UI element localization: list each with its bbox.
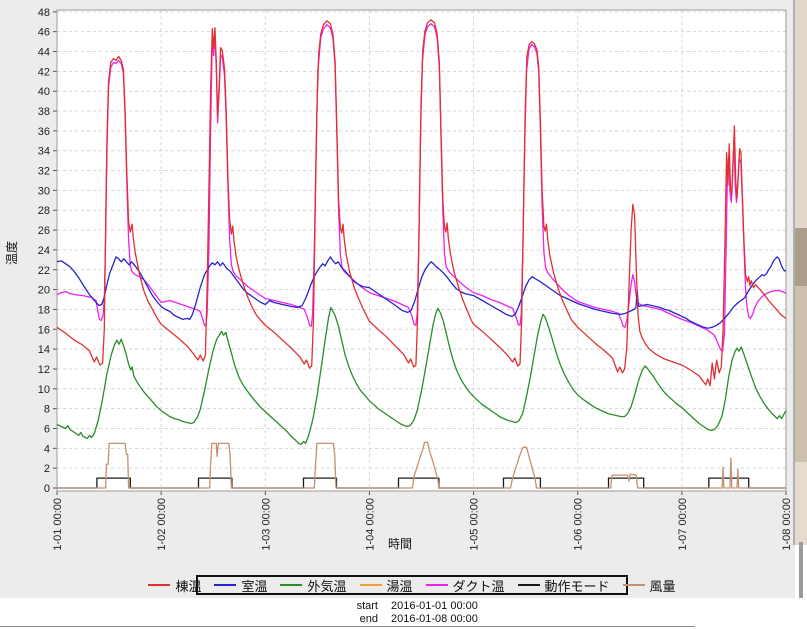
series-line-2 [56,256,786,329]
legend-line-swatch-icon [214,584,237,586]
y-tick-label: 12 [38,364,50,376]
end-value: 2016-01-08 00:00 [391,613,478,625]
y-tick-label: 38 [38,106,50,118]
legend-item: 室温 [214,576,267,595]
y-tick-label: 2 [44,463,50,475]
series-line-3 [56,19,787,387]
y-tick-label: 0 [44,483,50,495]
end-label: end [359,613,378,625]
x-tick-label: 1-05 00:00 [469,498,481,551]
legend-label: 風量 [649,578,676,594]
y-tick-label: 16 [38,324,50,336]
legend-label: 外気温 [307,578,347,594]
legend-label: 動作モード [544,578,610,594]
plot-border [56,9,787,492]
legend-item: 風量 [622,576,676,595]
start-row: start 2016-01-01 00:00 [330,600,630,612]
y-tick-label: 34 [38,146,50,158]
y-tick-label: 44 [38,47,50,59]
y-tick-label: 48 [38,7,50,19]
legend-line-swatch-icon [425,584,448,586]
y-tick-label: 8 [44,404,50,416]
start-value: 2016-01-01 00:00 [391,600,478,612]
y-tick-label: 26 [38,225,50,237]
series-line-6 [57,441,786,489]
background-strip-patch [795,462,807,545]
y-tick-label: 30 [38,185,50,197]
background-strip-patch [795,228,807,286]
y-tick-label: 46 [38,27,50,39]
x-tick-label: 1-04 00:00 [364,498,376,551]
x-tick-label: 1-03 00:00 [260,498,272,551]
legend-line-swatch-icon [622,584,645,586]
y-tick-label: 28 [38,205,50,217]
y-tick-label: 24 [38,245,50,257]
legend-label: 湯温 [386,578,413,594]
legend-label: 室温 [241,578,268,594]
scrollbar-edge [799,542,803,629]
x-tick-label: 1-06 00:00 [573,498,585,551]
legend-item: 湯温 [359,576,413,595]
legend-item: ダクト温 [425,576,505,595]
background-strip [795,0,807,545]
x-tick-label: 1-08 00:00 [781,498,793,551]
end-row: end 2016-01-08 00:00 [330,613,630,625]
series-line-0 [56,306,787,446]
legend-item: 動作モード [517,576,610,595]
range-footer: start 2016-01-01 00:00 end 2016-01-08 00… [0,598,807,629]
y-axis-title: 温度 [4,241,19,265]
x-axis-title: 時間 [388,537,412,551]
legend-label: ダクト温 [452,578,505,594]
chart-legend: 棟温 室温 外気温 湯温 ダクト温 動作モード 風量 [148,575,676,595]
y-tick-label: 22 [38,265,50,277]
chart-panel: 0 2 4 6 8 10 12 14 16 18 20 22 24 26 28 30 32 34 36 38 40 42 4… [0,0,795,598]
x-tick-label: 1-01 00:00 [52,498,64,551]
y-tick-label: 42 [38,66,50,78]
footer-divider [0,626,695,627]
y-tick-label: 32 [38,166,50,178]
x-tick-label: 1-07 00:00 [677,498,689,551]
background-strip-patch [795,286,807,462]
legend-label: 棟温 [175,578,202,594]
y-tick-label: 4 [44,443,50,455]
y-tick-label: 10 [38,384,50,396]
y-tick-label: 40 [38,86,50,98]
y-tick-label: 14 [38,344,50,356]
legend-line-swatch-icon [280,584,303,586]
chart-canvas: 0246810121416182022242628303234363840424… [4,7,793,551]
y-tick-label: 18 [38,304,50,316]
legend-line-swatch-icon [517,584,540,586]
panel-right-edge [793,0,795,545]
x-tick-label: 1-02 00:00 [156,498,168,551]
y-tick-label: 20 [38,285,50,297]
y-tick-label: 6 [44,423,50,435]
legend-item: 外気温 [280,576,347,595]
start-label: start [356,600,378,612]
legend-line-swatch-icon [148,584,171,586]
legend-item: 棟温 [148,576,201,595]
legend-line-swatch-icon [359,584,382,586]
y-tick-label: 36 [38,126,50,138]
